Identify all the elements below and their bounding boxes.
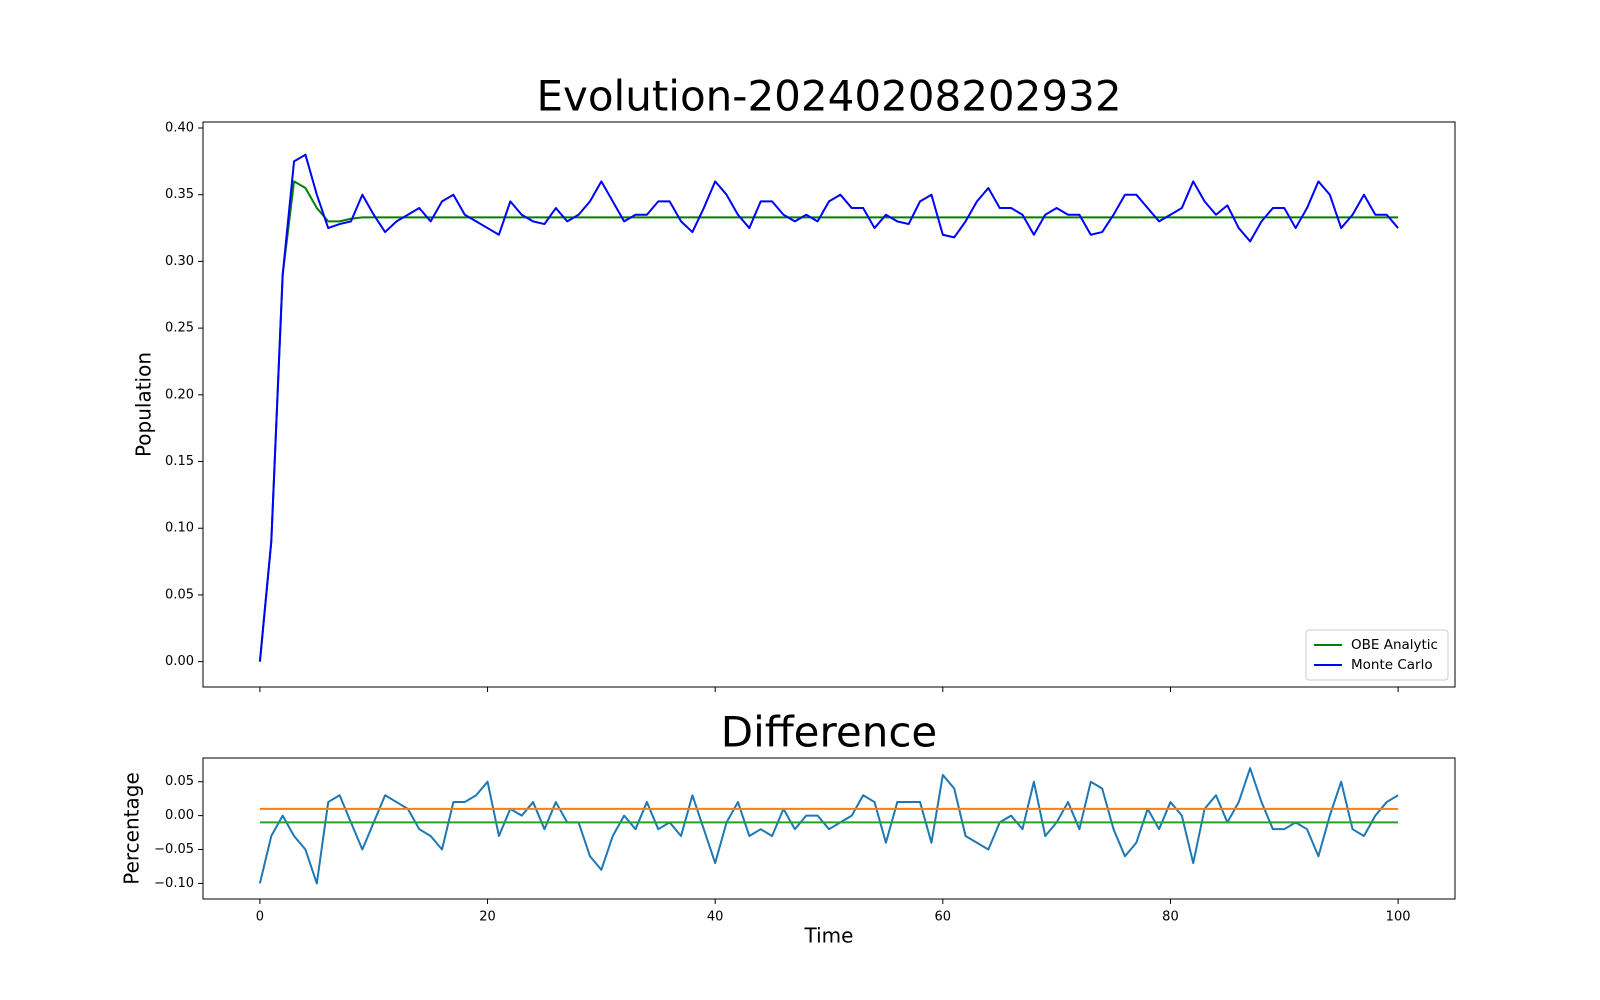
- y-tick-label: 0.30: [165, 254, 194, 269]
- y-axis-label: Percentage: [120, 772, 144, 885]
- y-tick-label: 0.00: [165, 654, 194, 669]
- line-series: [258, 153, 1399, 662]
- y-tick-label: −0.10: [154, 876, 194, 891]
- legend-label: OBE Analytic: [1351, 637, 1438, 653]
- y-tick-label: 0.40: [165, 121, 194, 136]
- y-tick-label: 0.00: [165, 808, 194, 823]
- x-tick-label: 100: [1386, 910, 1411, 925]
- axes-frame: [202, 757, 1456, 900]
- x-tick-label: 0: [256, 910, 264, 925]
- y-axis-label: Population: [132, 352, 156, 457]
- y-tick-label: 0.20: [165, 387, 194, 402]
- line-series: [258, 180, 1399, 662]
- x-tick-label: 80: [1162, 910, 1179, 925]
- y-tick-label: 0.15: [165, 454, 194, 469]
- y-tick-label: 0.05: [165, 587, 194, 602]
- y-tick-label: 0.35: [165, 187, 194, 202]
- x-axis-label: Time: [804, 924, 854, 948]
- legend-label: Monte Carlo: [1351, 657, 1433, 673]
- legend: OBE Analytic Monte Carlo: [1305, 629, 1449, 681]
- y-tick-label: 0.25: [165, 321, 194, 336]
- y-tick-label: 0.10: [165, 521, 194, 536]
- y-tick-label: 0.05: [165, 774, 194, 789]
- chart-title: Difference: [721, 708, 938, 757]
- axes-frame: [202, 121, 1456, 688]
- x-tick-label: 40: [707, 910, 724, 925]
- chart-title: Evolution-20240208202932: [536, 72, 1121, 121]
- x-tick-label: 60: [935, 910, 952, 925]
- y-tick-label: −0.05: [154, 842, 194, 857]
- subplot: Evolution-20240208202932 0.00 0.05 0.10 0.15…: [132, 72, 1456, 692]
- x-tick-label: 20: [479, 910, 496, 925]
- line-series: [258, 767, 1399, 885]
- subplot: Difference −0.10 −0.05 0.00 0.05 0 20 40 60 80 100…: [120, 708, 1456, 948]
- legend-box: [1305, 629, 1449, 681]
